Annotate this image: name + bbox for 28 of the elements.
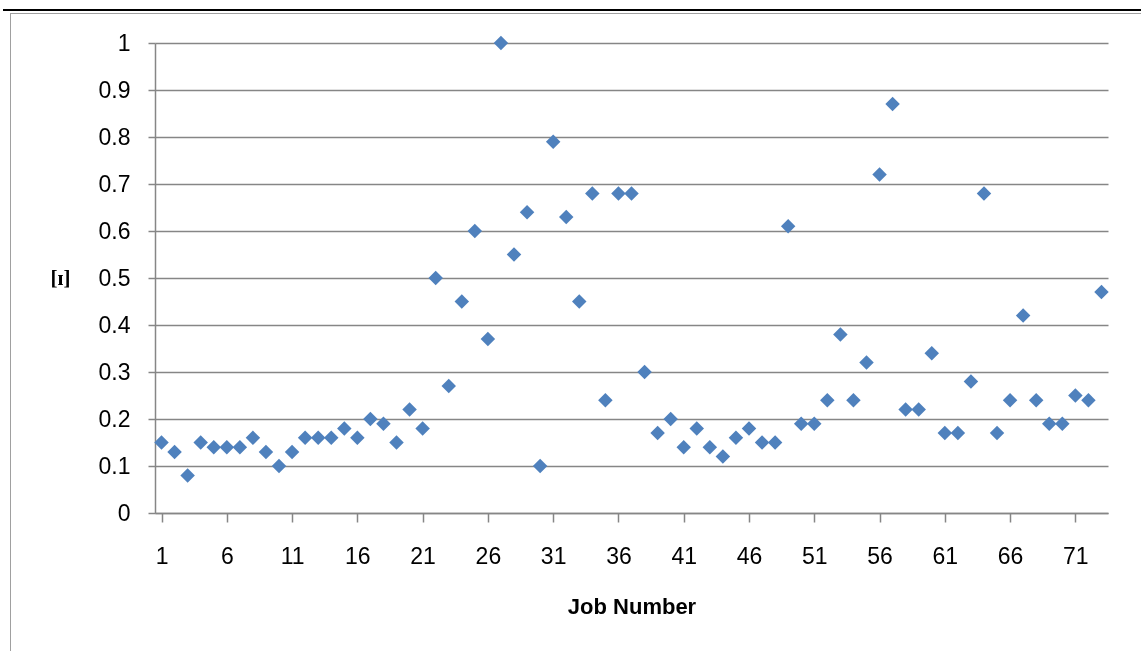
x-tick-label: 51 xyxy=(801,542,828,569)
x-tick-label: 41 xyxy=(671,542,698,569)
y-tick-label: 0.3 xyxy=(98,358,131,385)
x-tick-label: 71 xyxy=(1063,542,1089,569)
x-tick-label: 66 xyxy=(997,542,1024,569)
y-axis-title: [ɪ] xyxy=(50,265,71,290)
x-tick-label: 1 xyxy=(155,542,169,569)
x-tick-label: 56 xyxy=(867,542,893,569)
x-tick-label: 21 xyxy=(410,542,436,569)
x-tick-label: 61 xyxy=(932,542,959,569)
y-tick-label: 0.9 xyxy=(98,76,131,103)
y-tick-label: 1 xyxy=(117,29,131,56)
y-tick-label: 0 xyxy=(117,499,131,526)
y-tick-label: 0.4 xyxy=(98,311,131,338)
y-tick-label: 0.5 xyxy=(98,264,131,291)
x-tick-label: 46 xyxy=(736,542,763,569)
y-tick-label: 0.7 xyxy=(98,170,131,197)
x-tick-label: 36 xyxy=(606,542,632,569)
x-tick-label: 26 xyxy=(475,542,502,569)
y-tick-label: 0.6 xyxy=(98,217,131,244)
x-tick-label: 6 xyxy=(220,542,234,569)
x-tick-label: 16 xyxy=(345,542,371,569)
x-tick-label: 11 xyxy=(280,542,305,569)
y-tick-label: 0.2 xyxy=(98,405,131,432)
x-axis-title: Job Number xyxy=(567,593,697,619)
x-tick-label: 31 xyxy=(540,542,567,569)
y-tick-label: 0.1 xyxy=(98,452,131,479)
y-tick-label: 0.8 xyxy=(98,123,131,150)
